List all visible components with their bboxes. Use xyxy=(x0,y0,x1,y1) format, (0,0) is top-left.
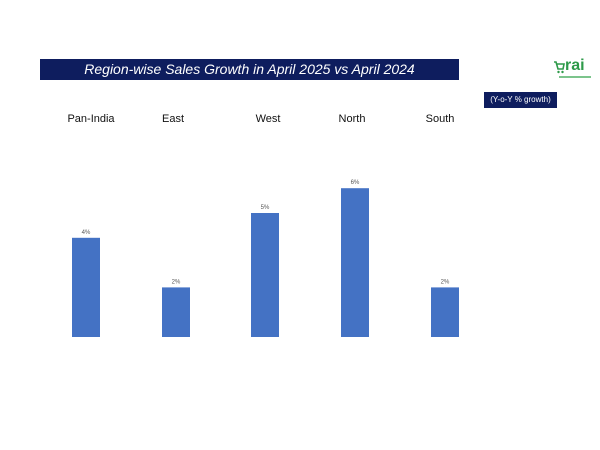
data-label: 2% xyxy=(441,279,450,285)
data-label: 5% xyxy=(261,205,270,211)
cart-icon xyxy=(554,61,565,74)
category-label: West xyxy=(256,113,281,125)
category-label: Pan-India xyxy=(67,113,115,125)
unit-label: (Y-o-Y % growth) xyxy=(484,92,557,108)
category-label: East xyxy=(162,113,184,125)
category-label: South xyxy=(426,113,455,125)
bar-north xyxy=(341,188,369,337)
category-label: North xyxy=(339,113,366,125)
bar-east xyxy=(162,287,190,337)
data-label: 4% xyxy=(82,230,91,236)
data-label: 2% xyxy=(172,279,181,285)
logo-tagline xyxy=(559,76,591,78)
bar-pan-india xyxy=(72,237,100,337)
chart-title: Region-wise Sales Growth in April 2025 v… xyxy=(40,59,459,80)
bar-west xyxy=(251,213,279,337)
logo: rai xyxy=(553,57,597,81)
data-label: 6% xyxy=(351,180,360,186)
bar-south xyxy=(431,287,459,337)
logo-text: rai xyxy=(565,57,585,74)
